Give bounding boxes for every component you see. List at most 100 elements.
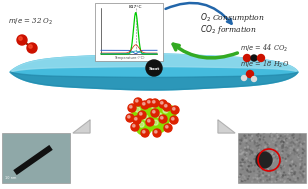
Point [244, 167, 249, 170]
Circle shape [244, 54, 250, 61]
Point [275, 153, 280, 156]
Point [288, 159, 293, 162]
Point [275, 176, 280, 179]
Point [274, 154, 279, 157]
Circle shape [146, 118, 154, 126]
Point [290, 140, 294, 143]
Point [293, 179, 298, 182]
Point [269, 138, 274, 141]
Point [248, 170, 253, 173]
Point [253, 152, 257, 155]
Point [246, 161, 251, 164]
Point [250, 163, 255, 167]
Point [291, 175, 296, 178]
Point [250, 180, 255, 183]
Point [300, 147, 305, 150]
Point [258, 159, 263, 162]
Point [270, 152, 275, 155]
Point [262, 158, 267, 161]
Point [296, 143, 301, 146]
Point [247, 133, 252, 136]
Point [278, 158, 283, 161]
Point [287, 155, 292, 158]
Point [257, 138, 262, 141]
Point [266, 174, 271, 177]
Circle shape [163, 103, 171, 111]
Point [250, 165, 255, 168]
Point [291, 163, 296, 166]
Point [281, 140, 286, 143]
Circle shape [143, 115, 148, 120]
Point [264, 168, 269, 171]
Point [248, 134, 253, 137]
Point [288, 151, 293, 154]
Point [243, 154, 248, 157]
Point [247, 165, 252, 168]
Point [297, 154, 302, 157]
Point [237, 139, 242, 142]
Point [302, 140, 307, 143]
Circle shape [152, 111, 155, 113]
Point [288, 149, 293, 152]
Point [246, 153, 251, 156]
Point [265, 168, 270, 171]
Point [253, 141, 257, 144]
Point [248, 144, 253, 147]
Point [277, 164, 282, 167]
Circle shape [146, 99, 154, 107]
Point [298, 160, 303, 163]
Point [274, 142, 279, 145]
Point [301, 146, 306, 149]
Point [278, 168, 282, 171]
Point [277, 143, 282, 146]
Point [247, 169, 252, 172]
Point [275, 133, 280, 136]
Point [289, 165, 294, 168]
Point [245, 175, 250, 178]
Circle shape [170, 116, 178, 124]
Point [239, 152, 244, 155]
Polygon shape [10, 54, 298, 90]
Point [295, 170, 300, 173]
Circle shape [141, 101, 149, 109]
Point [257, 161, 262, 164]
Point [252, 157, 257, 160]
Point [244, 145, 249, 148]
Circle shape [147, 100, 163, 116]
Point [274, 132, 279, 136]
Point [268, 173, 273, 176]
Point [286, 155, 291, 158]
Point [257, 177, 262, 180]
Point [265, 159, 270, 162]
Point [247, 153, 252, 156]
Point [247, 148, 252, 151]
Point [273, 139, 278, 142]
Point [291, 136, 296, 139]
Point [256, 135, 261, 138]
Point [243, 165, 248, 168]
Point [297, 171, 302, 174]
Point [245, 166, 250, 169]
Point [285, 147, 290, 150]
Point [281, 174, 286, 177]
Point [286, 154, 291, 157]
Point [238, 142, 243, 145]
Point [247, 171, 252, 174]
Point [299, 145, 304, 148]
Point [297, 155, 302, 158]
Point [301, 174, 306, 177]
Circle shape [132, 104, 148, 120]
Point [249, 137, 253, 140]
Point [240, 161, 245, 164]
Point [297, 140, 302, 143]
Point [254, 156, 259, 159]
Point [301, 146, 306, 149]
Point [300, 152, 305, 155]
Point [259, 143, 264, 146]
Point [278, 174, 283, 177]
Circle shape [251, 55, 257, 61]
Point [266, 144, 271, 147]
Point [271, 155, 276, 158]
Point [271, 175, 276, 178]
Point [294, 142, 299, 145]
